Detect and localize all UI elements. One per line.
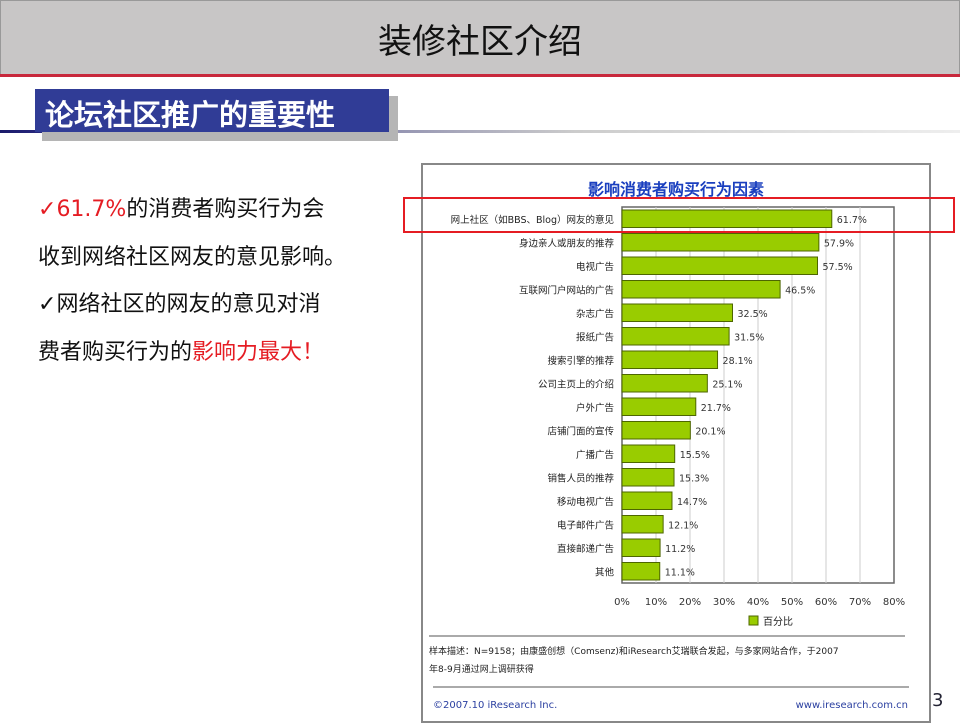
bar (621, 444, 676, 463)
bullet-text: 收到网络社区网友的意见影响。 (38, 244, 347, 270)
bar (621, 397, 697, 416)
data-label: 25.1% (712, 379, 742, 390)
bar (621, 374, 708, 393)
bar (621, 303, 733, 322)
data-label: 57.9% (824, 238, 854, 249)
website-text: www.iresearch.com.cn (796, 700, 908, 711)
bar (621, 421, 691, 440)
legend-swatch (748, 615, 759, 626)
category-label: 广播广告 (576, 449, 614, 461)
highlight-text: 影响力最大！ (192, 339, 325, 365)
section-heading: 论坛社区推广的重要性 (35, 89, 389, 132)
sample-note: 样本描述：N=9158；由康盛创想（Comsenz)和iResearch艾瑞联合… (429, 645, 839, 657)
data-label: 46.5% (785, 285, 815, 296)
bar (621, 468, 675, 487)
bullet-list: ✓61.7%的消费者购买行为会 收到网络社区网友的意见影响。 ✓网络社区的网友的… (38, 186, 346, 376)
category-label: 身边亲人或朋友的推荐 (519, 237, 615, 249)
bullet-text: 费者购买行为的 (38, 339, 193, 365)
highlight-box (403, 197, 955, 233)
category-label: 店铺门面的宣传 (547, 425, 614, 437)
x-tick-label: 50% (781, 597, 803, 608)
title-bar (0, 0, 960, 74)
data-label: 61.7% (837, 215, 867, 226)
data-label: 15.3% (679, 473, 709, 484)
bullet-text: 的消费者购买行为会 (126, 197, 325, 222)
data-label: 20.1% (695, 426, 725, 437)
category-label: 其他 (595, 566, 615, 578)
category-label: 报纸广告 (576, 331, 614, 343)
category-label: 户外广告 (576, 402, 614, 414)
chart-title: 影响消费者购买行为因素 (588, 180, 764, 199)
x-tick-label: 80% (883, 597, 905, 608)
data-label: 15.5% (680, 450, 710, 461)
data-label: 57.5% (823, 262, 853, 273)
bullet-line: ✓61.7%的消费者购买行为会 (38, 186, 346, 234)
slide-title: 装修社区介绍 (378, 22, 582, 62)
data-label: 14.7% (677, 497, 707, 508)
bar (621, 327, 730, 346)
bar (621, 350, 719, 369)
data-label: 32.5% (738, 309, 768, 320)
bullet-line: ✓网络社区的网友的意见对消 (38, 281, 346, 329)
category-label: 直接邮递广告 (557, 543, 614, 555)
copyright-text: ©2007.10 iResearch Inc. (433, 700, 557, 711)
category-label: 电子邮件广告 (557, 519, 614, 531)
category-label: 公司主页上的介绍 (538, 378, 614, 390)
category-label: 搜索引擎的推荐 (547, 355, 614, 367)
category-label: 销售人员的推荐 (547, 472, 614, 484)
bar (621, 233, 820, 252)
data-label: 11.2% (665, 544, 695, 555)
check-icon: ✓ (38, 292, 57, 317)
bar-chart: 影响消费者购买行为因素 0% 10% 20% 30% 40% 50% 60% 70% 80% 网上社… (429, 180, 909, 711)
section-divider (0, 130, 960, 133)
data-label: 21.7% (701, 403, 731, 414)
category-label: 杂志广告 (576, 308, 614, 320)
bullet-line: 收到网络社区网友的意见影响。 (38, 234, 346, 282)
data-label: 28.1% (723, 356, 753, 367)
check-icon: ✓ (38, 197, 57, 222)
bullet-line: 费者购买行为的影响力最大！ (38, 329, 346, 377)
x-tick-label: 0% (614, 597, 630, 608)
x-tick-label: 30% (713, 597, 735, 608)
page-number: 3 (932, 690, 944, 711)
x-tick-label: 70% (849, 597, 871, 608)
category-label: 网上社区（如BBS、Blog）网友的意见 (451, 214, 614, 226)
bar (621, 562, 661, 581)
bar (621, 515, 664, 534)
chart-panel: 影响消费者购买行为因素 0% 10% 20% 30% 40% 50% 60% 70% 80% 网上社… (421, 163, 931, 723)
x-tick-label: 10% (645, 597, 667, 608)
category-label: 移动电视广告 (557, 496, 614, 508)
data-label: 12.1% (668, 520, 698, 531)
data-label: 11.1% (665, 567, 695, 578)
data-label: 31.5% (734, 332, 764, 343)
category-label: 电视广告 (576, 261, 614, 273)
bullet-text: 网络社区的网友的意见对消 (56, 292, 321, 317)
category-label: 互联网门户网站的广告 (519, 284, 614, 296)
title-divider (0, 74, 960, 77)
highlight-text: 61.7% (56, 197, 127, 222)
x-tick-label: 20% (679, 597, 701, 608)
bar (621, 209, 833, 228)
x-tick-label: 60% (815, 597, 837, 608)
x-tick-label: 40% (747, 597, 769, 608)
bar (621, 280, 781, 299)
bar (621, 538, 661, 557)
bar (621, 491, 673, 510)
sample-note: 年8-9月通过网上调研获得 (429, 663, 534, 675)
legend-label: 百分比 (763, 616, 793, 628)
bar (621, 256, 818, 275)
